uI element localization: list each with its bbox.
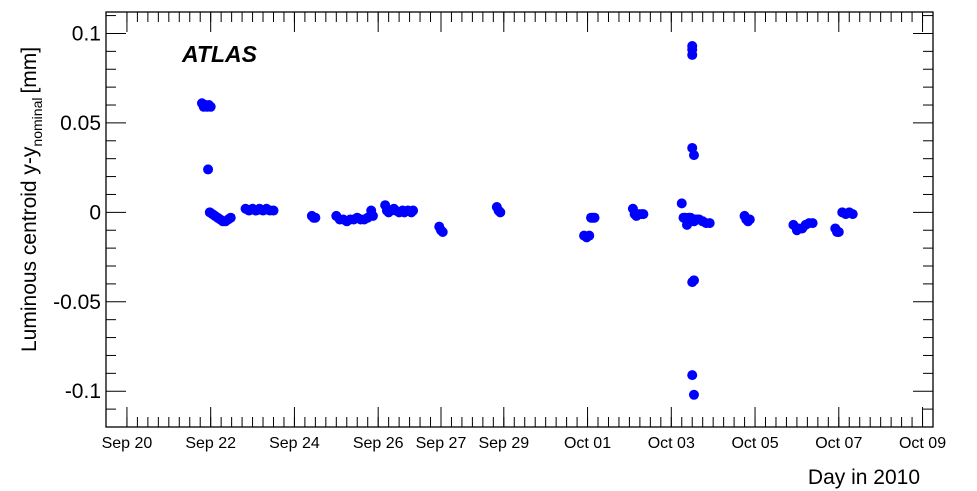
data-markers [196, 40, 858, 400]
y-tick-label: 0.1 [72, 22, 101, 45]
data-point [205, 101, 216, 112]
atlas-label: ATLAS [181, 41, 258, 67]
x-tick-label: Oct 03 [648, 435, 695, 452]
data-point [688, 389, 699, 400]
y-axis-title-subscript: nominal [29, 98, 45, 147]
data-point [584, 230, 595, 241]
data-point [688, 150, 699, 161]
data-point [744, 214, 755, 225]
data-point [704, 218, 715, 229]
data-point [847, 209, 858, 220]
plot-frame [105, 11, 934, 428]
x-tick-label: Oct 07 [815, 435, 862, 452]
y-axis: 0.1 0.05 0 -0.05 -0.1 [53, 15, 933, 428]
data-point [310, 212, 321, 223]
data-point [367, 210, 378, 221]
data-point [437, 227, 448, 238]
x-tick-label: Oct 09 [899, 435, 946, 452]
data-point [807, 218, 818, 229]
x-tick-label: Sep 22 [185, 435, 236, 452]
data-point [638, 209, 649, 220]
data-point [833, 227, 844, 238]
y-axis-title: Luminous centroid y-ynominal [mm] [18, 47, 45, 352]
x-axis: Sep 20 Sep 22 Sep 24 Sep 26 Sep 27 Sep 29 Oct … [102, 12, 946, 452]
data-point [203, 164, 214, 175]
x-tick-label: Sep 24 [269, 435, 320, 452]
y-tick-label: 0.05 [60, 112, 101, 135]
y-axis-title-main: Luminous centroid y-y [18, 146, 41, 352]
data-point [589, 212, 600, 223]
x-tick-label: Sep 20 [102, 435, 153, 452]
y-tick-label: -0.1 [65, 380, 101, 403]
y-axis-title-unit: [mm] [18, 47, 41, 94]
x-tick-label: Sep 29 [478, 435, 529, 452]
data-point [676, 198, 687, 209]
data-point [688, 275, 699, 286]
x-tick-label: Sep 26 [353, 435, 404, 452]
data-point [687, 49, 698, 60]
data-point [408, 205, 419, 216]
x-tick-label: Oct 01 [564, 435, 611, 452]
data-point [687, 370, 698, 381]
y-tick-label: -0.05 [53, 291, 101, 314]
data-point [495, 207, 506, 218]
data-point [268, 205, 279, 216]
data-point [225, 212, 236, 223]
x-tick-label: Sep 27 [416, 435, 467, 452]
plot-border [105, 11, 934, 428]
y-tick-label: 0 [89, 201, 101, 224]
x-axis-title: Day in 2010 [808, 466, 920, 489]
x-tick-label: Oct 05 [731, 435, 778, 452]
